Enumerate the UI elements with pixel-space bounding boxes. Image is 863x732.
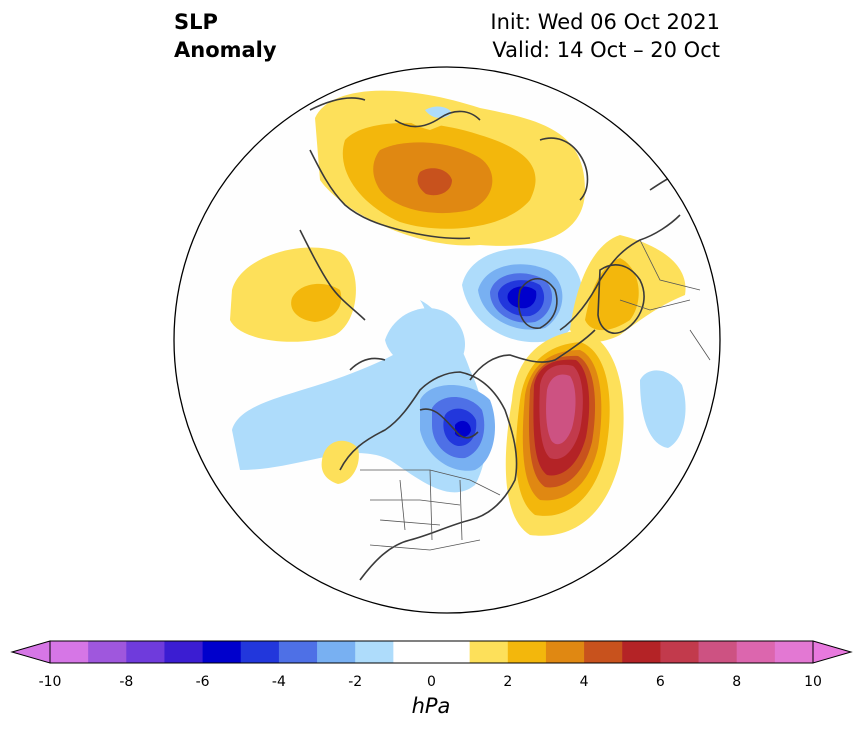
colorbar-cell [317,641,356,663]
init-date: Init: Wed 06 Oct 2021 [490,10,720,34]
colorbar-tick-label: 4 [579,674,589,690]
pacific-high-2 [291,283,342,322]
colorbar-cell [622,641,661,663]
colorbar-unit: hPa [411,694,451,718]
colorbar-cell [164,641,204,663]
colorbar-cell [126,641,165,663]
colorbar-cell [355,641,394,663]
colorbar-under-arrow [10,640,51,664]
colorbar [10,640,853,664]
anomaly-shading [174,67,720,613]
europe-high-4 [417,168,452,196]
colorbar-cell [393,641,432,663]
europe-low [640,370,686,448]
colorbar-tick-label: 6 [655,674,665,690]
polar-map [173,66,721,614]
colorbar-cell [240,641,280,663]
colorbar-tick-label: -6 [195,674,210,690]
colorbar-tick-label: 10 [804,674,822,690]
colorbar-tick-label: 8 [732,674,742,690]
colorbar-tick-label: 2 [503,674,513,690]
colorbar-tick-label: -2 [348,674,363,690]
title-anomaly: Anomaly [174,38,277,62]
colorbar-cell [202,641,242,663]
colorbar-cell [736,641,776,663]
colorbar-border [49,640,814,664]
colorbar-cell [507,641,547,663]
colorbar-cell [469,641,509,663]
colorbar-cell [584,641,623,663]
pacific-nw-high [321,440,359,484]
arctic-low [385,308,465,373]
date-info: Init: Wed 06 Oct 2021 Valid: 14 Oct – 20… [490,8,720,64]
europe-high-extra [390,98,460,130]
borders [360,239,711,551]
title-slp: SLP [174,10,218,34]
atlantic-high-7 [546,374,576,445]
valid-range: Valid: 14 Oct – 20 Oct [492,38,720,62]
colorbar-cell [545,641,585,663]
colorbar-cell [698,641,738,663]
colorbar-cell [660,641,700,663]
colorbar-tick-label: 0 [427,674,436,690]
greenland-low-5 [507,286,537,309]
colorbar-tick-label: -8 [119,674,134,690]
colorbar-cell [88,641,127,663]
colorbar-tick-label: -4 [271,674,286,690]
colorbar-over-arrow [812,640,853,664]
colorbar-cell [431,641,471,663]
colorbar-cell [278,641,318,663]
colorbar-tick-label: -10 [38,674,62,690]
colorbar-cell [774,641,814,663]
colorbar-cell [50,641,89,663]
map-title: SLP Anomaly [174,8,277,64]
coastlines [299,97,696,581]
map-boundary [173,66,721,614]
canada-low-5 [455,420,471,438]
